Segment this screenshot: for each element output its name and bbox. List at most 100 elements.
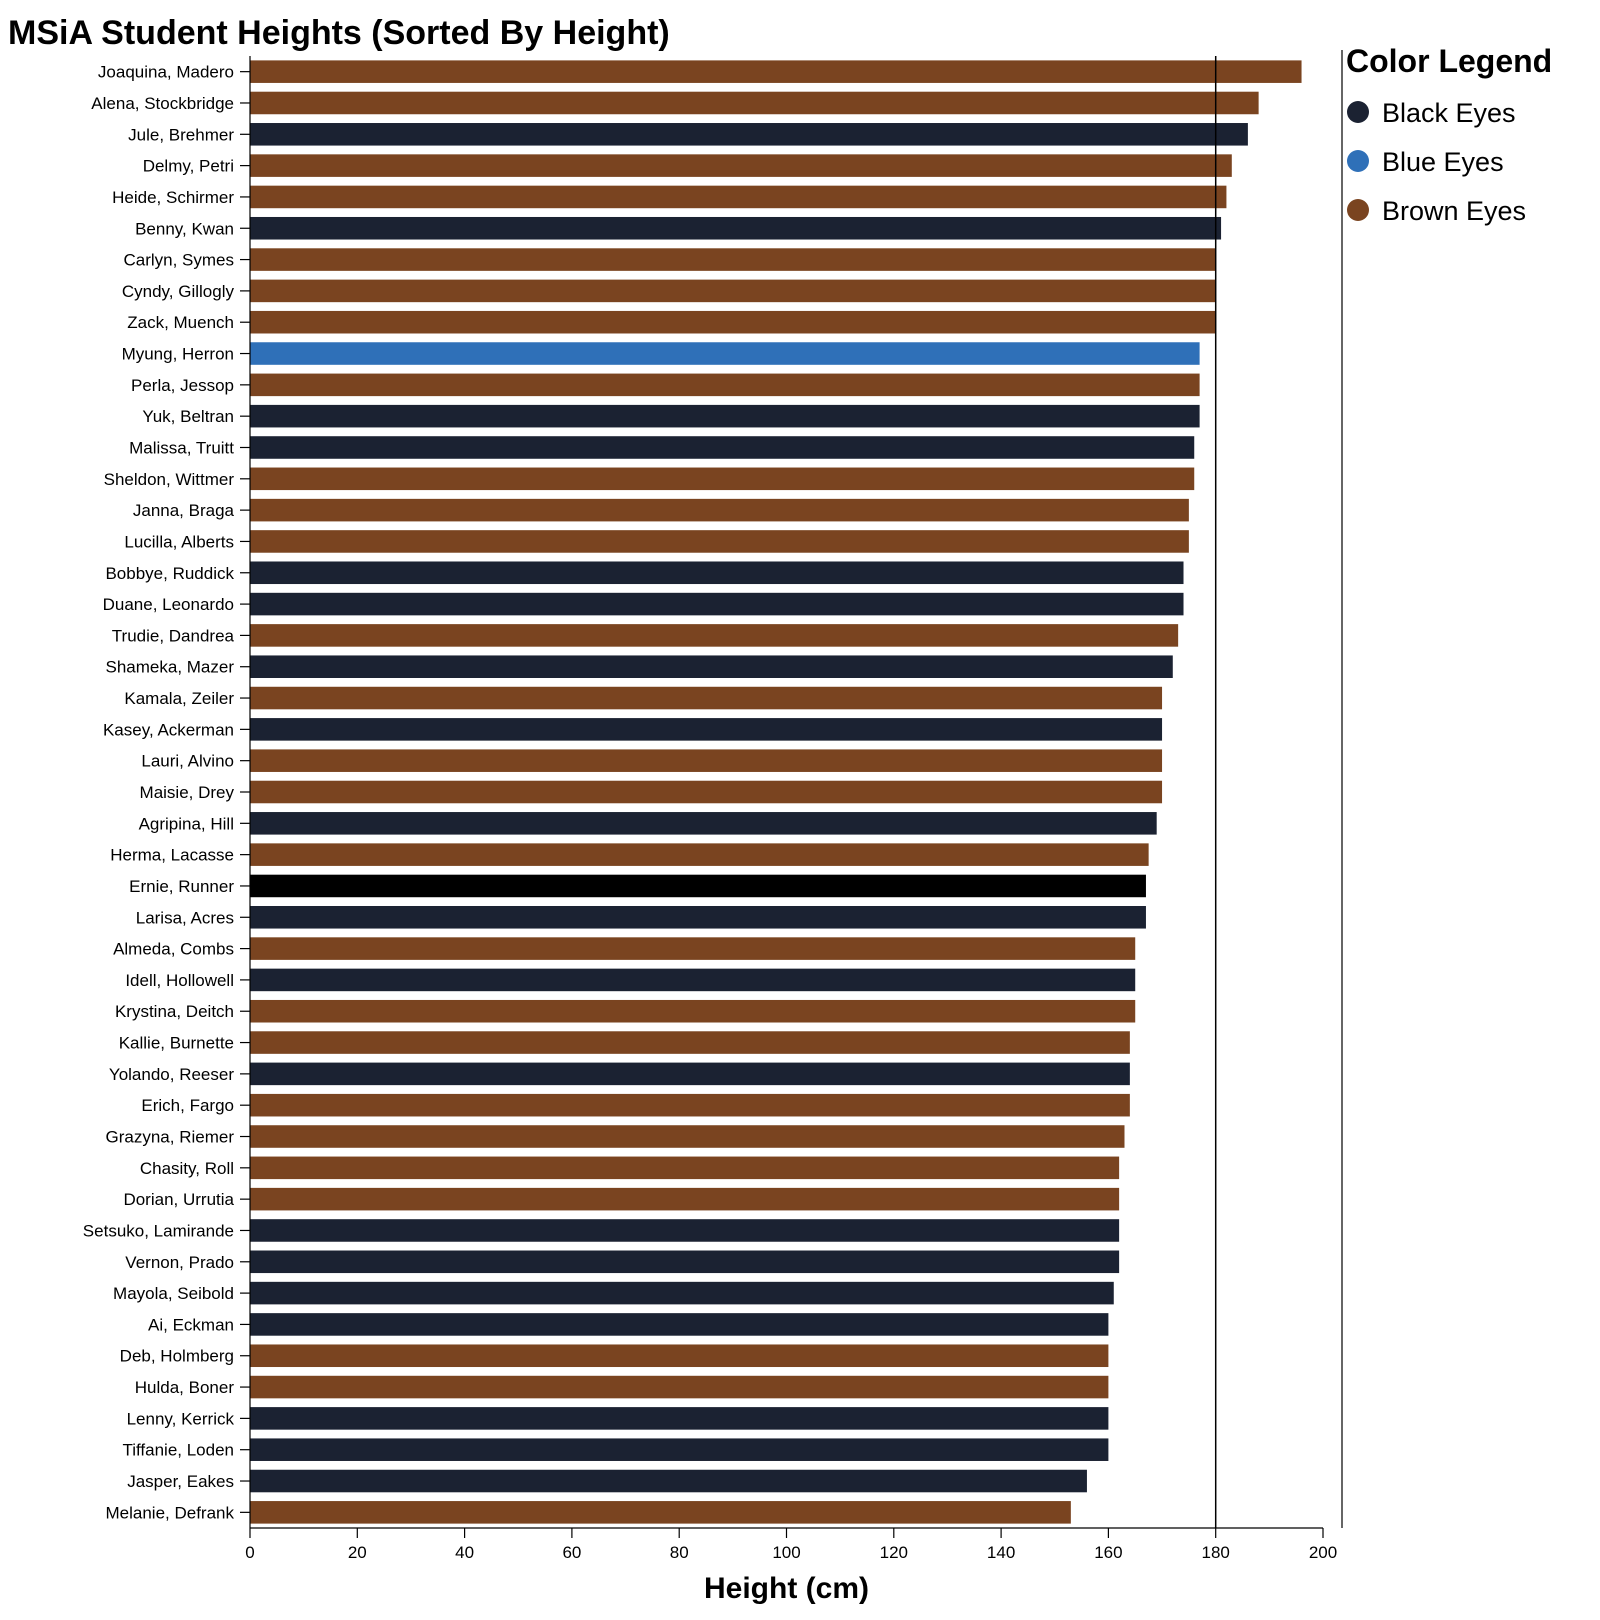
bar (250, 1375, 1109, 1399)
y-tick-label: Krystina, Deitch (115, 1002, 234, 1021)
y-tick-label: Larisa, Acres (136, 908, 234, 927)
legend-label: Blue Eyes (1382, 147, 1504, 177)
y-tick-label: Carlyn, Symes (123, 251, 234, 270)
bar (250, 1093, 1130, 1117)
bar (250, 1501, 1071, 1524)
x-tick-label: 180 (1202, 1543, 1230, 1562)
bar (250, 1219, 1120, 1242)
bar (250, 373, 1200, 397)
legend: Color Legend Black Eyes Blue Eyes Brown Ey… (1341, 43, 1552, 1528)
y-tick-label: Herma, Lacasse (110, 846, 234, 865)
legend-swatch (1347, 150, 1369, 172)
y-tick-label: Setsuko, Lamirande (83, 1221, 234, 1240)
bar (250, 1187, 1120, 1211)
y-tick-label: Idell, Hollowell (125, 971, 234, 990)
y-tick-label: Lucilla, Alberts (124, 532, 234, 551)
y-tick-label: Grazyna, Riemer (106, 1128, 235, 1147)
bar (250, 812, 1157, 835)
bar (250, 718, 1163, 741)
legend-label: Brown Eyes (1382, 196, 1526, 226)
y-tick-label: Duane, Leonardo (103, 595, 234, 614)
x-tick-label: 60 (562, 1543, 581, 1562)
y-tick-label: Kallie, Burnette (119, 1034, 234, 1053)
x-tick-label: 200 (1309, 1543, 1337, 1562)
bar (250, 1250, 1120, 1274)
y-tick-label: Delmy, Petri (143, 157, 234, 176)
bar (250, 1281, 1114, 1305)
y-tick-label: Melanie, Defrank (105, 1503, 234, 1522)
y-tick-label: Agripina, Hill (139, 814, 234, 833)
x-tick-label: 40 (455, 1543, 474, 1562)
bar (250, 906, 1146, 929)
bar (250, 1156, 1120, 1180)
y-tick-label: Ernie, Runner (129, 877, 234, 896)
x-axis-title: Height (cm) (704, 1572, 869, 1605)
y-tick-label: Lauri, Alvino (141, 752, 234, 771)
bar (250, 655, 1173, 678)
y-tick-label: Benny, Kwan (135, 219, 234, 238)
bar (250, 436, 1195, 459)
y-tick-label: Tiffanie, Loden (122, 1441, 234, 1460)
y-tick-label: Jule, Brehmer (128, 125, 234, 144)
bar (250, 843, 1149, 866)
bar (250, 279, 1216, 303)
y-tick-label: Ai, Eckman (148, 1315, 234, 1334)
bar (250, 1344, 1109, 1368)
y-tick-label: Joaquina, Madero (98, 63, 234, 82)
bar (250, 561, 1184, 585)
bar (250, 248, 1216, 271)
bar (250, 216, 1222, 240)
x-tick-label: 160 (1094, 1543, 1122, 1562)
y-tick-label: Bobbye, Ruddick (105, 564, 234, 583)
bar (250, 91, 1259, 115)
y-tick-label: Almeda, Combs (113, 940, 234, 959)
chart-title: MSiA Student Heights (Sorted By Height) (8, 14, 670, 52)
y-tick-label: Mayola, Seibold (113, 1284, 234, 1303)
bar (250, 530, 1189, 553)
bar (250, 498, 1189, 522)
y-tick-label: Maisie, Drey (140, 783, 235, 802)
bar (250, 467, 1195, 491)
legend-swatch (1347, 101, 1369, 123)
y-tick-label: Yolando, Reeser (109, 1065, 234, 1084)
y-tick-label: Deb, Holmberg (120, 1347, 234, 1366)
bar (250, 968, 1136, 992)
x-tick-label: 20 (348, 1543, 367, 1562)
y-tick-label: Vernon, Prado (125, 1253, 234, 1272)
y-axis-labels: Joaquina, Madero Alena, Stockbridge Jule, … (83, 63, 250, 1522)
y-tick-label: Lenny, Kerrick (127, 1409, 235, 1428)
legend-title: Color Legend (1346, 43, 1552, 79)
bars-layer (250, 60, 1302, 1524)
bar (250, 874, 1146, 898)
y-tick-label: Erich, Fargo (141, 1096, 234, 1115)
y-tick-label: Perla, Jessop (131, 376, 234, 395)
y-tick-label: Kasey, Ackerman (103, 720, 234, 739)
bar (250, 123, 1248, 146)
y-tick-label: Shameka, Mazer (106, 658, 235, 677)
bar (250, 1407, 1109, 1430)
y-tick-label: Alena, Stockbridge (91, 94, 234, 113)
x-axis-ticks: 0 20 40 60 80 100 120 140 160 180 200 (245, 1528, 1337, 1562)
bar (250, 60, 1302, 83)
bar (250, 1062, 1130, 1086)
bar (250, 749, 1163, 772)
y-tick-label: Yuk, Beltran (142, 407, 234, 426)
bar (250, 937, 1136, 960)
legend-swatch (1347, 199, 1369, 221)
bar (250, 1313, 1109, 1336)
bar (250, 185, 1227, 209)
bar (250, 686, 1163, 710)
bar (250, 310, 1216, 334)
bar (250, 404, 1200, 428)
bar (250, 1125, 1125, 1148)
bar (250, 592, 1184, 616)
bar (250, 999, 1136, 1023)
bar (250, 780, 1163, 804)
x-tick-label: 80 (670, 1543, 689, 1562)
x-tick-label: 120 (880, 1543, 908, 1562)
bar (250, 1438, 1109, 1461)
y-tick-label: Cyndy, Gillogly (122, 282, 235, 301)
x-tick-label: 140 (987, 1543, 1015, 1562)
legend-label: Black Eyes (1382, 98, 1516, 128)
